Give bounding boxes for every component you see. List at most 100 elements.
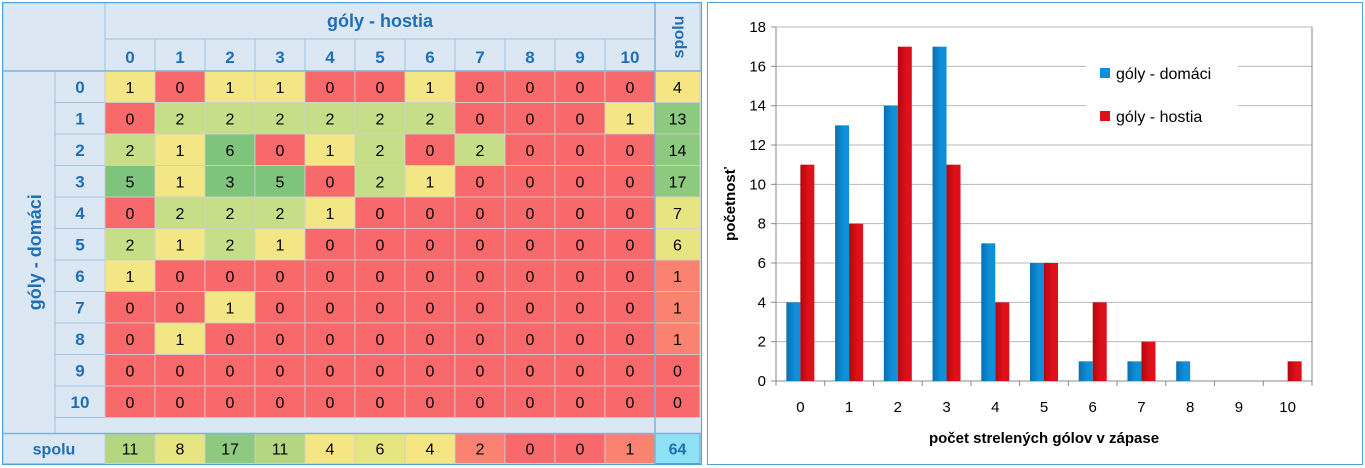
table-cell <box>154 291 206 324</box>
col-total-value: 11 <box>272 442 289 459</box>
table-cell-value: 1 <box>326 143 335 160</box>
y-tick-label: 18 <box>749 19 766 36</box>
x-tick-label: 0 <box>796 399 804 416</box>
col-total-value: 2 <box>476 442 485 459</box>
table-cell-value: 0 <box>276 363 285 380</box>
col-header-cell <box>104 38 156 72</box>
table-cell <box>354 165 406 198</box>
table-cell-value: 0 <box>476 269 485 286</box>
table-cell <box>354 70 406 103</box>
row-total-value: 0 <box>673 395 682 412</box>
table-cell-value: 0 <box>576 269 585 286</box>
col-header: 8 <box>525 48 534 67</box>
chart-panel: 0 2 4 6 8 10 12 14 16 18 0 1 2 3 4 5 6 7 8 9 10 počet strelen… <box>707 2 1363 465</box>
table-cell-value: 0 <box>376 300 385 317</box>
col-header: 10 <box>621 48 640 67</box>
table-cell-value: 2 <box>476 143 485 160</box>
row-header: 8 <box>75 330 84 349</box>
row-total-value: 17 <box>669 174 687 191</box>
row-total-cell <box>654 228 701 261</box>
table-cell-value: 0 <box>576 143 585 160</box>
table-cell-value: 2 <box>376 111 385 128</box>
table-cell <box>554 102 606 135</box>
table-cell <box>354 354 406 387</box>
table-cell-value: 0 <box>326 332 335 349</box>
table-cell <box>554 133 606 166</box>
table-cell-value: 1 <box>126 269 135 286</box>
table-cell-value: 0 <box>476 174 485 191</box>
table-cell <box>404 291 456 324</box>
table-cell-value: 5 <box>276 174 285 191</box>
col-header: 0 <box>125 48 134 67</box>
table-cell-value: 2 <box>326 111 335 128</box>
table-cell-value: 0 <box>376 363 385 380</box>
bar-domaci <box>1030 263 1044 381</box>
table-cell-value: 0 <box>476 80 485 97</box>
table-cell <box>204 385 256 418</box>
table-cell-value: 6 <box>226 143 235 160</box>
table-cell-value: 1 <box>276 80 285 97</box>
table-cell-value: 0 <box>626 363 635 380</box>
y-tick-label: 2 <box>758 334 766 351</box>
table-cell <box>454 102 506 135</box>
y-tick-label: 12 <box>749 137 766 154</box>
row-header-cell <box>54 165 106 198</box>
bar-hostia <box>897 46 912 382</box>
table-cell <box>104 70 156 103</box>
table-cell <box>154 354 206 387</box>
table-cell <box>104 291 156 324</box>
table-cell-value: 0 <box>426 237 435 254</box>
table-cell <box>354 291 406 324</box>
table-cell-value: 0 <box>526 363 535 380</box>
table-cell <box>204 133 256 166</box>
table-cell <box>154 196 206 229</box>
table-cell-value: 0 <box>376 237 385 254</box>
col-total-value: 17 <box>221 442 239 459</box>
y-tick-label: 0 <box>758 373 766 390</box>
table-cell-value: 0 <box>576 80 585 97</box>
table-cell-value: 3 <box>226 174 235 191</box>
table-cell <box>454 322 506 355</box>
table-cell-value: 2 <box>176 111 185 128</box>
row-total-value: 14 <box>669 143 687 160</box>
y-tick-label: 14 <box>749 98 766 115</box>
row-header: 0 <box>75 78 84 97</box>
table-cell <box>554 165 606 198</box>
table-cell <box>204 322 256 355</box>
table-cell <box>304 70 356 103</box>
row-total-value: 1 <box>673 332 682 349</box>
total-row-header <box>3 433 106 464</box>
grand-total-value: 64 <box>669 442 687 459</box>
table-cell <box>504 354 556 387</box>
col-header: 1 <box>175 48 184 67</box>
row-header: 7 <box>75 298 84 317</box>
table-cell-value: 2 <box>176 206 185 223</box>
table-cell-value: 0 <box>576 300 585 317</box>
col-total-cell <box>354 433 406 464</box>
table-cell-value: 2 <box>376 143 385 160</box>
table-cell-value: 0 <box>576 206 585 223</box>
table-cell-value: 1 <box>176 237 185 254</box>
table-cell <box>204 102 256 135</box>
col-header-cell <box>504 38 556 72</box>
table-cell-value: 1 <box>176 332 185 349</box>
table-cell-value: 0 <box>626 174 635 191</box>
y-tick-label: 10 <box>749 176 766 193</box>
table-cell <box>504 165 556 198</box>
table-cell <box>154 228 206 261</box>
row-title-cell <box>3 70 56 434</box>
table-cell-value: 0 <box>176 363 185 380</box>
table-cell-value: 0 <box>326 174 335 191</box>
row-header: 6 <box>75 267 84 286</box>
table-cell-value: 0 <box>376 206 385 223</box>
row-header: 3 <box>75 172 84 191</box>
table-cell-value: 0 <box>626 80 635 97</box>
col-total-cell <box>104 433 156 464</box>
table-corner <box>3 3 106 72</box>
table-cell <box>404 259 456 292</box>
table-cell-value: 0 <box>626 269 635 286</box>
col-total-value: 1 <box>626 442 635 459</box>
table-cell-value: 0 <box>326 237 335 254</box>
table-cell-value: 0 <box>476 111 485 128</box>
